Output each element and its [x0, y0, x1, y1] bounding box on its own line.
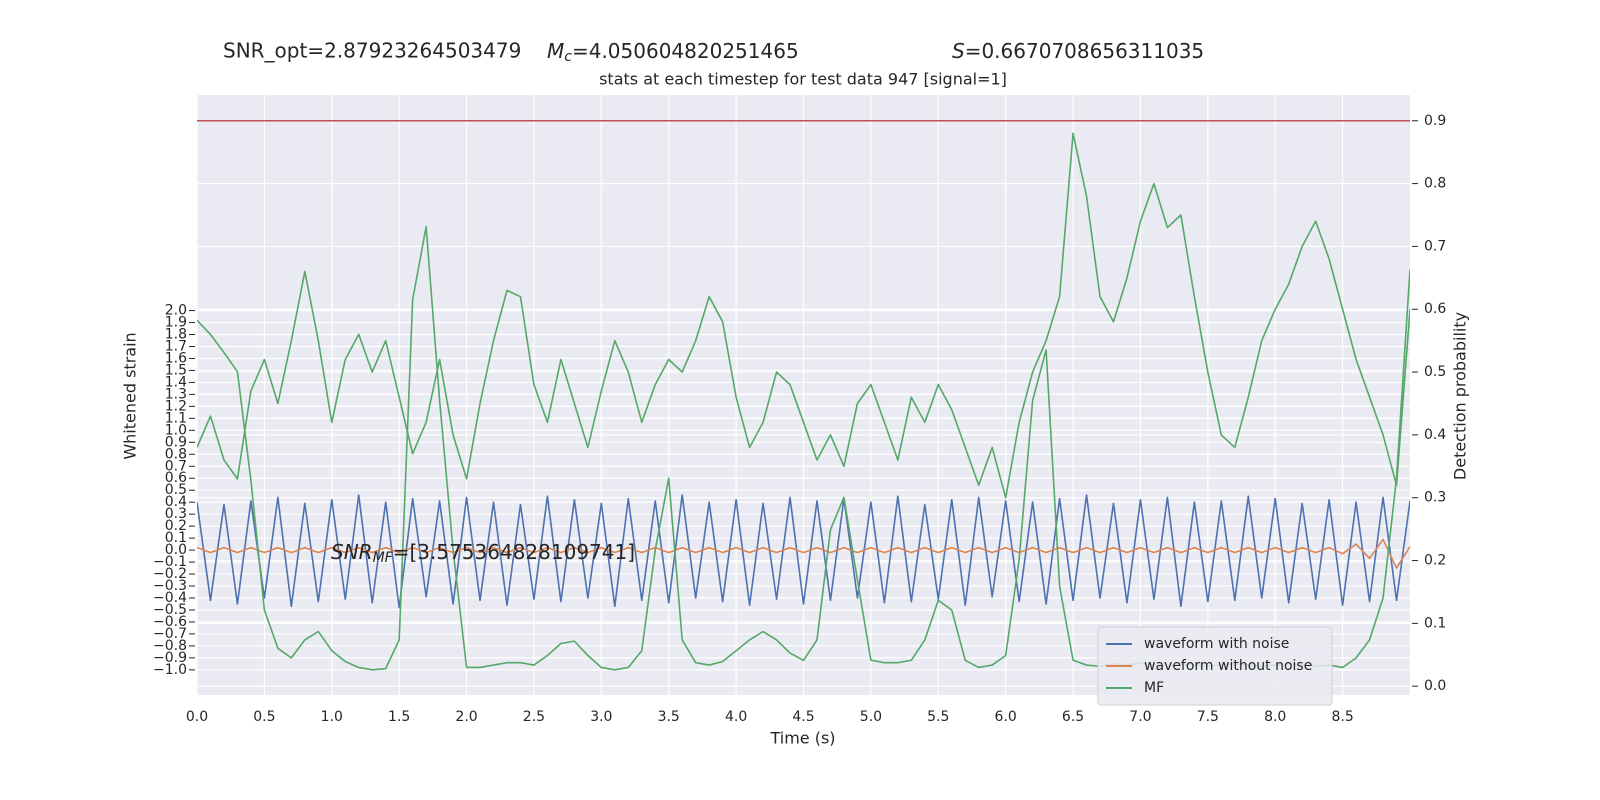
chart-title: stats at each timestep for test data 947… [599, 70, 1007, 89]
x-tick-label: 0.5 [253, 709, 275, 725]
y-tick-label: 0.9 [165, 434, 187, 450]
y2-tick-label: 0.8 [1424, 176, 1446, 192]
x-tick-label: 5.0 [860, 709, 882, 725]
y2-tick-label: 0.5 [1424, 364, 1446, 380]
y-tick-label: −0.8 [153, 638, 187, 654]
y2-axis-label: Detection probability [1451, 312, 1470, 480]
x-tick-label: 6.5 [1062, 709, 1084, 725]
y-tick-label: −0.2 [153, 566, 187, 582]
y-tick-label: 0.4 [165, 494, 187, 510]
legend: waveform with noise waveform without nois… [1097, 626, 1333, 706]
value: =4.050604820251465 [572, 39, 799, 63]
x-tick-label: 8.0 [1264, 709, 1286, 725]
y-tick-label: −0.5 [153, 602, 187, 618]
legend-box [1097, 626, 1333, 706]
y2-tick-label: 0.7 [1424, 238, 1446, 254]
value: =0.6670708656311035 [965, 39, 1204, 63]
header-s: S=0.6670708656311035 [952, 39, 1204, 63]
y-tick-label: 0.7 [165, 458, 187, 474]
y-tick-label: 1.3 [165, 386, 187, 402]
value: =[3.575364828109741] [393, 540, 635, 564]
x-tick-label: 5.5 [927, 709, 949, 725]
x-tick-label: 1.5 [388, 709, 410, 725]
x-tick-label: 0.0 [186, 709, 208, 725]
y2-tick-label: 0.0 [1424, 678, 1446, 694]
series-line [197, 494, 1410, 609]
symbol: SNR [331, 540, 373, 564]
y-tick-label: 1.6 [165, 350, 187, 366]
series-line [197, 132, 1410, 499]
x-tick-label: 8.5 [1331, 709, 1353, 725]
y-tick-label: 1.5 [165, 362, 187, 378]
x-tick-label: 2.0 [455, 709, 477, 725]
y-tick-label: 1.9 [165, 315, 187, 331]
y-tick-label: 0.2 [165, 518, 187, 534]
y-tick-label: 1.7 [165, 338, 187, 354]
legend-label: MF [1144, 680, 1164, 696]
y-axis-label: Whitened strain [121, 332, 140, 459]
annotation: SNRMF=[3.575364828109741] [331, 540, 635, 567]
y-tick-label: 0.3 [165, 506, 187, 522]
y-tick-label: −0.1 [153, 554, 187, 570]
x-tick-label: 2.5 [523, 709, 545, 725]
axes: 0.0 0.5 1.0 1.5 2.0 2.5 3.0 3.5 4.0 4.5 5.0 5.5 6.0 6… [153, 113, 1446, 725]
y-tick-label: 1.0 [165, 422, 187, 438]
x-tick-label: 3.0 [590, 709, 612, 725]
x-tick-label: 4.0 [725, 709, 747, 725]
header-mc: Mc=4.050604820251465 [547, 39, 799, 66]
legend-label: waveform without noise [1144, 658, 1312, 674]
y-tick-label: −0.7 [153, 626, 187, 642]
x-axis-label: Time (s) [769, 729, 835, 748]
x-tick-label: 6.0 [995, 709, 1017, 725]
y2-tick-label: 0.6 [1424, 301, 1446, 317]
y-tick-label: 0.8 [165, 446, 187, 462]
y-tick-label: 0.1 [165, 530, 187, 546]
subscript: MF [373, 550, 394, 566]
y-tick-label: −0.4 [153, 590, 187, 606]
y-tick-label: 1.2 [165, 398, 187, 414]
symbol: S [952, 39, 965, 63]
y2-tick-label: 0.9 [1424, 113, 1446, 129]
y-tick-label: −0.9 [153, 650, 187, 666]
y2-tick-label: 0.3 [1424, 490, 1446, 506]
y-tick-label: −1.0 [153, 662, 187, 678]
y2-tick-label: 0.2 [1424, 553, 1446, 569]
x-tick-label: 7.5 [1197, 709, 1219, 725]
y2-tick-label: 0.1 [1424, 615, 1446, 631]
series-line [197, 538, 1410, 569]
subscript: c [564, 49, 572, 65]
y2-tick-label: 0.4 [1424, 427, 1446, 443]
x-tick-label: 1.0 [321, 709, 343, 725]
y-tick-label: 0.5 [165, 482, 187, 498]
y-tick-label: −0.3 [153, 578, 187, 594]
x-tick-label: 4.5 [792, 709, 814, 725]
y-tick-label: 2.0 [165, 303, 187, 319]
y-tick-label: 1.8 [165, 327, 187, 343]
y-tick-label: 1.1 [165, 410, 187, 426]
y-tick-label: −0.6 [153, 614, 187, 630]
legend-label: waveform with noise [1144, 636, 1289, 652]
y-tick-label: 0.0 [165, 542, 187, 558]
x-tick-label: 3.5 [658, 709, 680, 725]
y-tick-label: 0.6 [165, 470, 187, 486]
x-tick-label: 7.0 [1129, 709, 1151, 725]
symbol: M [547, 39, 564, 63]
header-snr-opt: SNR_opt=2.87923264503479 [223, 39, 521, 63]
y-tick-label: 1.4 [165, 374, 187, 390]
